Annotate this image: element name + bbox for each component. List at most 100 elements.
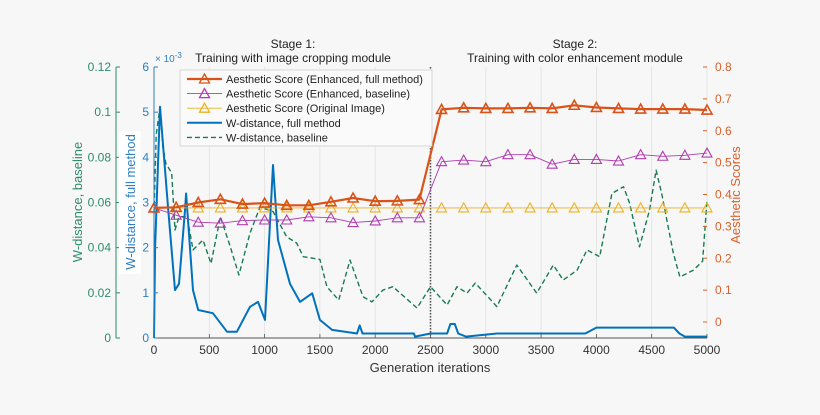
series-1 — [148, 146, 713, 228]
data-point-marker — [700, 103, 714, 115]
legend-label: Aesthetic Score (Enhanced, baseline) — [226, 89, 410, 101]
data-point-marker — [368, 194, 382, 206]
exponent-label: × 10-3 — [155, 51, 182, 65]
x-tick-label: 3000 — [472, 343, 499, 357]
series-line — [153, 105, 707, 339]
data-point-marker — [435, 201, 448, 213]
legend-entry: Aesthetic Score (Enhanced, full method) — [187, 72, 423, 86]
data-point-marker — [457, 201, 470, 213]
data-point-marker — [280, 198, 294, 211]
data-point-marker — [701, 201, 713, 213]
y-tick-label-right: 0.6 — [715, 124, 732, 138]
data-point-marker — [612, 101, 625, 114]
stage2-title-line2: Training with color enhancement module — [467, 51, 683, 65]
data-point-marker — [214, 217, 227, 228]
x-axis-label: Generation iterations — [370, 360, 491, 375]
data-point-marker — [634, 102, 647, 114]
x-tick-label: 2500 — [417, 343, 444, 357]
data-point-marker — [545, 101, 559, 114]
y-tick-label-full: 5 — [142, 105, 149, 119]
x-tick-label: 5000 — [694, 343, 721, 357]
y-axis-label-right: Aesthetic Scores — [728, 146, 743, 244]
axes: 0 500 1000 1500 2000 2500 3000 3500 4000 4500 5000… — [88, 60, 732, 357]
data-point-marker — [590, 100, 603, 113]
y-tick-label-baseline: 0.04 — [88, 241, 112, 255]
data-point-marker — [612, 154, 625, 166]
y-tick-label-right: 0.3 — [715, 219, 732, 233]
data-point-marker — [501, 148, 514, 160]
data-point-marker — [501, 201, 514, 213]
y-tick-label-baseline: 0.08 — [88, 150, 112, 164]
data-point-marker — [656, 201, 669, 213]
exponent-base: × 10 — [155, 54, 175, 65]
data-point-marker — [236, 197, 249, 209]
data-point-marker — [390, 194, 404, 206]
x-tick-label: 0 — [151, 343, 158, 357]
data-point-marker — [479, 155, 492, 167]
x-tick-label: 500 — [199, 343, 219, 357]
legend-entry: W-distance, full method — [187, 118, 341, 130]
data-point-marker — [413, 211, 426, 223]
data-point-marker — [612, 201, 625, 213]
data-point-marker — [258, 196, 271, 208]
y-axis-label-baseline: W-distance, baseline — [70, 142, 85, 262]
data-point-marker — [656, 102, 670, 114]
series-0 — [147, 98, 714, 213]
y-tick-label-right: 0.1 — [715, 283, 732, 297]
data-point-marker — [214, 192, 227, 205]
legend-marker — [198, 87, 211, 99]
x-tick-label: 2000 — [362, 343, 389, 357]
y-tick-label-right: 0 — [715, 315, 722, 329]
stage2-title-line1: Stage 2: — [553, 37, 598, 51]
legend-label: W-distance, full method — [226, 118, 341, 130]
data-point-marker — [236, 214, 249, 226]
data-point-marker — [325, 211, 337, 223]
legend-label: Aesthetic Score (Enhanced, full method) — [226, 74, 423, 86]
data-point-marker — [479, 101, 493, 114]
data-point-marker — [324, 195, 338, 207]
legend-marker — [198, 72, 211, 84]
y-tick-label-full: 0 — [142, 331, 149, 345]
y-tick-label-full: 4 — [142, 150, 149, 164]
data-point-marker — [191, 195, 205, 208]
y-tick-label-baseline: 0.06 — [88, 196, 112, 210]
data-point-marker — [391, 211, 404, 223]
data-point-marker — [501, 101, 515, 114]
y-axis-label-full: W-distance, full method — [123, 134, 138, 270]
series-line — [153, 104, 708, 209]
data-point-marker — [457, 153, 470, 165]
series-line — [153, 106, 708, 309]
data-point-marker — [369, 214, 382, 226]
data-point-marker — [192, 216, 205, 227]
data-point-marker — [280, 201, 293, 213]
legend: Aesthetic Score (Enhanced, full method) A… — [179, 69, 433, 147]
data-point-marker — [568, 201, 581, 213]
stage1-title-line1: Stage 1: — [271, 37, 316, 51]
x-tick-label: 1000 — [251, 343, 278, 357]
data-point-marker — [457, 101, 471, 113]
exponent-power: -3 — [175, 51, 183, 60]
y-tick-label-baseline: 0.12 — [88, 60, 112, 74]
series-3 — [153, 105, 707, 339]
data-point-marker — [524, 201, 536, 213]
data-point-marker — [369, 201, 382, 213]
data-point-marker — [568, 153, 581, 164]
y-tick-label-right: 0.4 — [715, 188, 732, 202]
legend-label: W-distance, baseline — [226, 132, 328, 144]
data-point-marker — [302, 210, 315, 222]
data-point-marker — [413, 192, 426, 205]
y-tick-label-right: 0.5 — [715, 156, 732, 170]
data-point-marker — [634, 148, 647, 160]
data-point-marker — [546, 201, 559, 213]
data-point-marker — [656, 150, 669, 161]
data-point-marker — [169, 200, 183, 213]
data-point-marker — [258, 213, 271, 225]
data-point-marker — [214, 201, 227, 213]
data-point-marker — [346, 191, 360, 203]
x-tick-label: 3500 — [528, 343, 555, 357]
data-point-marker — [590, 201, 603, 213]
y-tick-label-full: 6 — [142, 60, 149, 74]
y-tick-label-baseline: 0 — [104, 331, 111, 345]
x-tick-label: 1500 — [307, 343, 334, 357]
